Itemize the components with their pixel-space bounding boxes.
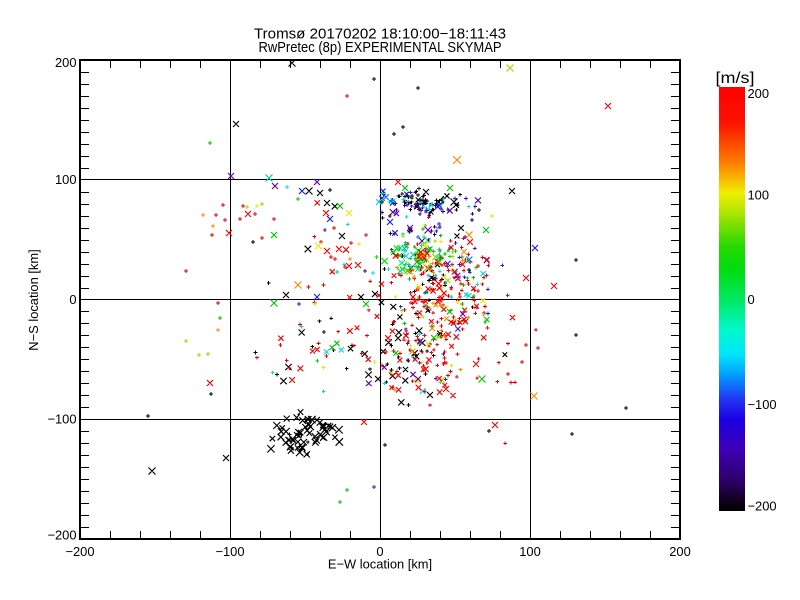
svg-text:−200: −200 [65, 544, 94, 559]
svg-text:N−S location [km]: N−S location [km] [26, 249, 41, 350]
svg-text:−100: −100 [748, 397, 777, 412]
svg-text:−100: −100 [47, 412, 76, 427]
svg-text:−200: −200 [47, 528, 76, 543]
svg-text:E−W location [km]: E−W location [km] [328, 557, 432, 572]
svg-text:0: 0 [69, 292, 76, 307]
svg-text:−200: −200 [748, 499, 777, 514]
svg-text:100: 100 [55, 172, 77, 187]
svg-text:Tromsø 20170202 18:10:00−18:11: Tromsø 20170202 18:10:00−18:11:43 [254, 25, 506, 42]
svg-text:100: 100 [519, 544, 541, 559]
svg-text:200: 200 [669, 544, 691, 559]
svg-text:0: 0 [748, 292, 755, 307]
svg-text:100: 100 [748, 188, 770, 203]
svg-text:[m/s]: [m/s] [716, 70, 755, 87]
svg-text:200: 200 [748, 86, 770, 101]
svg-text:200: 200 [55, 55, 77, 70]
svg-text:RwPretec (8p) EXPERIMENTAL SKY: RwPretec (8p) EXPERIMENTAL SKYMAP [259, 39, 502, 56]
svg-text:−100: −100 [215, 544, 244, 559]
svg-text:0: 0 [376, 544, 383, 559]
